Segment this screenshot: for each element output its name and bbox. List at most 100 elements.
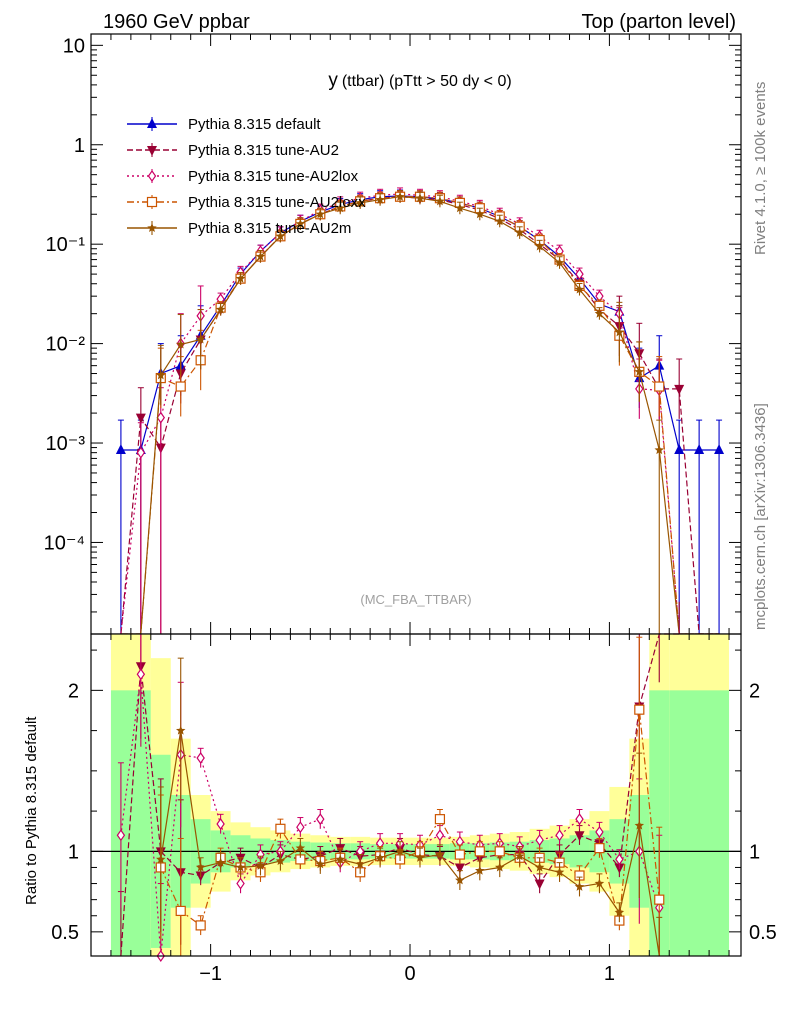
marker-star [235, 862, 246, 872]
marker-star [315, 859, 326, 869]
marker-star [335, 203, 345, 213]
marker-triangle-up [694, 444, 705, 455]
marker-star [534, 241, 545, 251]
main-plot: 10 1 10⁻¹ 10⁻² 10⁻³ 10⁻⁴ Pythia 8.315 default… [44, 33, 742, 635]
ratio-y-tick-label: 0.5 [51, 922, 79, 944]
main-series-2 [120, 187, 720, 635]
marker-square [175, 905, 186, 917]
marker-star [514, 227, 525, 237]
marker-triangle-down [534, 879, 545, 890]
plot-title-main: y [328, 70, 338, 91]
marker-star [195, 862, 206, 872]
marker-triangle-up [714, 444, 725, 455]
marker-triangle-down [135, 413, 146, 424]
marker-square [434, 814, 446, 825]
ratio-y-tick-label: 1 [68, 841, 79, 863]
marker-star [375, 852, 385, 862]
y-tick-label: 10⁻¹ [46, 234, 86, 256]
band-1sigma [669, 690, 730, 956]
main-series-3 [120, 190, 720, 635]
marker-star [475, 209, 485, 219]
marker-star [295, 218, 306, 228]
y-tick-label: 1 [74, 135, 85, 157]
legend-label: Pythia 8.315 default [188, 116, 321, 133]
main-series-1 [120, 190, 720, 635]
x-tick-label: 0 [404, 963, 415, 985]
x-tick-label: 1 [604, 963, 615, 985]
marker-star [435, 196, 445, 206]
marker-diamond [156, 411, 166, 424]
marker-diamond [136, 668, 146, 681]
marker-square [654, 894, 665, 905]
marker-star [614, 907, 625, 917]
legend-label: Pythia 8.315 tune-AU2loxx [188, 194, 366, 211]
ratio-y-tick-label-right: 0.5 [749, 922, 777, 944]
main-series-4 [120, 190, 720, 635]
marker-star [574, 284, 585, 294]
y-tick-label: 10⁻³ [46, 433, 86, 455]
band-1sigma [110, 690, 151, 956]
header-left: 1960 GeV ppbar [103, 11, 250, 33]
legend-label: Pythia 8.315 tune-AU2m [188, 220, 351, 237]
marker-square [494, 846, 505, 857]
marker-star [156, 854, 166, 864]
marker-star [494, 216, 505, 226]
main-series-0 [115, 189, 725, 634]
marker-star [255, 860, 266, 870]
marker-square [146, 196, 158, 208]
x-tick-label: −1 [199, 963, 222, 985]
marker-star [455, 875, 465, 885]
ratio-line [160, 709, 660, 927]
series-line [120, 196, 720, 635]
marker-star [614, 327, 625, 337]
marker-square [654, 381, 665, 392]
legend-label: Pythia 8.315 tune-AU2 [188, 142, 339, 159]
y-tick-label: 10 [63, 35, 85, 57]
marker-diamond [236, 877, 245, 890]
marker-star [295, 843, 306, 853]
plot-title-rest: (ttbar) (pTtt > 50 dy < 0) [342, 73, 512, 90]
series-line [120, 196, 720, 635]
ratio-y-tick-label-right: 1 [749, 841, 760, 863]
marker-diamond [435, 829, 445, 842]
marker-star [574, 881, 585, 891]
marker-diamond [136, 446, 146, 459]
marker-square [275, 823, 286, 834]
marker-diamond [296, 821, 305, 834]
marker-star [634, 820, 645, 830]
marker-diamond [147, 169, 157, 183]
ratio-y-tick-label: 2 [68, 680, 79, 702]
marker-star [355, 859, 365, 869]
marker-star [594, 308, 605, 318]
ratio-series-3 [156, 657, 663, 957]
marker-star [315, 209, 326, 219]
ratio-y-tick-label-right: 2 [749, 680, 760, 702]
marker-star [554, 867, 565, 877]
analysis-label: (MC_FBA_TTBAR) [360, 592, 471, 607]
y-tick-label: 10⁻² [46, 334, 86, 356]
marker-star [415, 852, 425, 862]
marker-diamond [595, 825, 604, 839]
ratio-series-2 [155, 636, 665, 956]
marker-star [355, 197, 365, 207]
marker-diamond [116, 829, 126, 842]
ratio-line [160, 730, 660, 957]
marker-diamond [575, 813, 584, 826]
marker-star [514, 851, 525, 861]
marker-star [235, 273, 246, 283]
marker-star [594, 878, 605, 888]
marker-diamond [535, 834, 544, 847]
marker-diamond [216, 817, 225, 831]
marker-star [634, 366, 645, 376]
marker-diamond [615, 853, 624, 866]
marker-star [494, 862, 505, 872]
marker-star [375, 194, 385, 204]
marker-star [275, 856, 286, 866]
marker-square [454, 849, 465, 860]
ratio-y-label: Ratio to Pythia 8.315 default [23, 716, 40, 905]
marker-triangle-up [674, 444, 685, 455]
series-line [120, 193, 720, 635]
marker-diamond [316, 813, 325, 826]
ratio-frame [90, 633, 742, 957]
marker-star [395, 846, 405, 856]
